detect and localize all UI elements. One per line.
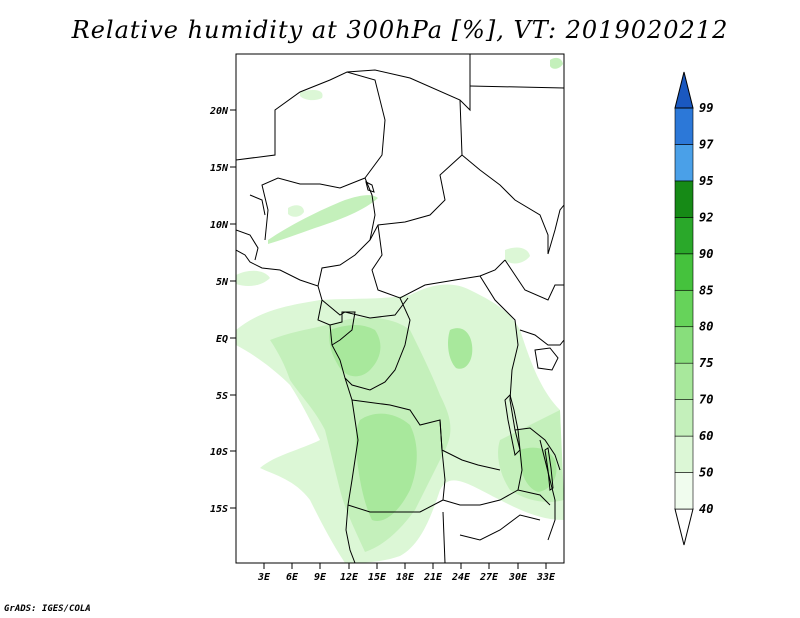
lat-tick-label: 10S <box>210 447 228 458</box>
colorbar-label: 85 <box>699 283 713 297</box>
colorbar-segments <box>674 71 694 546</box>
humidity-patch-ne <box>550 57 563 69</box>
humidity-patch-northwest <box>288 205 304 217</box>
lake-victoria <box>534 347 559 371</box>
lat-tick-label: 10N <box>210 220 229 231</box>
map-frame <box>235 53 565 564</box>
border-north-3 <box>469 85 564 89</box>
colorbar: 40 50 60 70 75 80 85 90 92 95 97 99 <box>674 71 714 546</box>
longitude-axis: 3E 6E 9E 12E 15E 18E 21E 24E 27E 30E 33E <box>257 563 556 583</box>
border-west-small <box>236 229 259 261</box>
lon-tick-label: 33E <box>536 572 556 583</box>
border-congo-interior <box>344 297 411 391</box>
humidity-patch-gulf <box>236 270 270 286</box>
latitude-axis: 20N 15N 10N 5N EQ 5S 10S 15S <box>209 106 236 515</box>
border-chad <box>369 99 463 241</box>
map-title: Relative humidity at 300hPa [%], VT: 201… <box>71 16 729 44</box>
border-zimbabwe <box>459 514 541 541</box>
border-congo-drc <box>321 297 409 319</box>
lat-tick-label: 20N <box>209 106 229 117</box>
border-south-sudan <box>504 259 564 301</box>
colorbar-label: 40 <box>699 502 713 516</box>
border-sudan <box>461 154 549 254</box>
border-north-2 <box>346 54 471 112</box>
border-namibia-botswana <box>442 511 446 563</box>
colorbar-segment <box>674 399 694 437</box>
colorbar-labels: 40 50 60 70 75 80 85 90 92 95 97 99 <box>699 101 714 516</box>
colorbar-segment <box>674 144 694 182</box>
lon-tick-label: 15E <box>368 572 387 583</box>
humidity-region-east-dense <box>519 447 557 492</box>
lat-tick-label: EQ <box>216 334 228 345</box>
lon-tick-label: 18E <box>396 572 415 583</box>
colorbar-lower-arrow <box>674 508 694 546</box>
lat-tick-label: 5N <box>216 277 229 288</box>
humidity-patch-east <box>505 247 530 264</box>
border-car <box>371 224 506 299</box>
colorbar-label: 80 <box>699 320 713 334</box>
border-kenya-uganda <box>519 329 564 346</box>
colorbar-label: 50 <box>699 466 713 480</box>
coastline-west-africa <box>236 249 359 563</box>
humidity-region-dense <box>355 413 417 521</box>
colorbar-label: 97 <box>699 137 714 151</box>
lon-tick-label: 6E <box>286 572 299 583</box>
border-gabon <box>329 311 356 346</box>
lake-chad <box>365 181 375 193</box>
lat-tick-label: 15N <box>210 163 229 174</box>
colorbar-segment <box>674 253 694 291</box>
humidity-region-dense <box>448 328 473 369</box>
colorbar-label: 75 <box>699 356 713 370</box>
lon-tick-label: 30E <box>508 572 528 583</box>
colorbar-segment <box>674 326 694 364</box>
border-angola-namibia <box>347 499 444 513</box>
humidity-patch-north <box>300 90 323 101</box>
country-borders <box>236 54 564 563</box>
colorbar-upper-arrow <box>674 71 694 109</box>
lat-tick-label: 5S <box>216 391 228 402</box>
lon-tick-label: 21E <box>423 572 443 583</box>
lon-tick-label: 24E <box>451 572 471 583</box>
lon-tick-label: 3E <box>257 572 271 583</box>
colorbar-segment <box>674 289 694 328</box>
border-mozambique <box>539 439 556 541</box>
border-zambia-south <box>442 489 551 506</box>
lon-tick-label: 12E <box>340 572 359 583</box>
colorbar-segment <box>674 472 694 510</box>
lon-tick-label: 27E <box>479 572 499 583</box>
credit-label: GrADS: IGES/COLA <box>4 604 91 614</box>
border-niger-nigeria <box>261 177 366 241</box>
humidity-shading <box>236 57 564 563</box>
lon-tick-label: 9E <box>314 572 327 583</box>
lake-malawi <box>544 447 554 491</box>
colorbar-label: 70 <box>699 393 713 407</box>
lat-tick-label: 15S <box>210 504 228 515</box>
colorbar-label: 60 <box>699 429 713 443</box>
border-drc-east <box>479 275 523 491</box>
colorbar-segment <box>674 362 694 400</box>
colorbar-segment <box>674 217 694 255</box>
colorbar-segment <box>674 435 694 473</box>
colorbar-label: 99 <box>699 101 713 115</box>
lake-tanganyika <box>504 394 521 457</box>
humidity-band-north <box>268 195 378 244</box>
border-nigeria-cameroon <box>317 177 376 287</box>
border-tanzania <box>514 427 561 471</box>
border-angola-zambia <box>439 419 446 501</box>
colorbar-label: 90 <box>699 247 713 261</box>
colorbar-label: 92 <box>699 210 713 224</box>
colorbar-label: 95 <box>699 174 713 188</box>
border-ethiopia <box>547 204 564 255</box>
border-west-small-2 <box>249 194 266 216</box>
border-north-1 <box>236 71 386 179</box>
colorbar-segment <box>674 180 694 218</box>
colorbar-segment <box>674 107 694 145</box>
